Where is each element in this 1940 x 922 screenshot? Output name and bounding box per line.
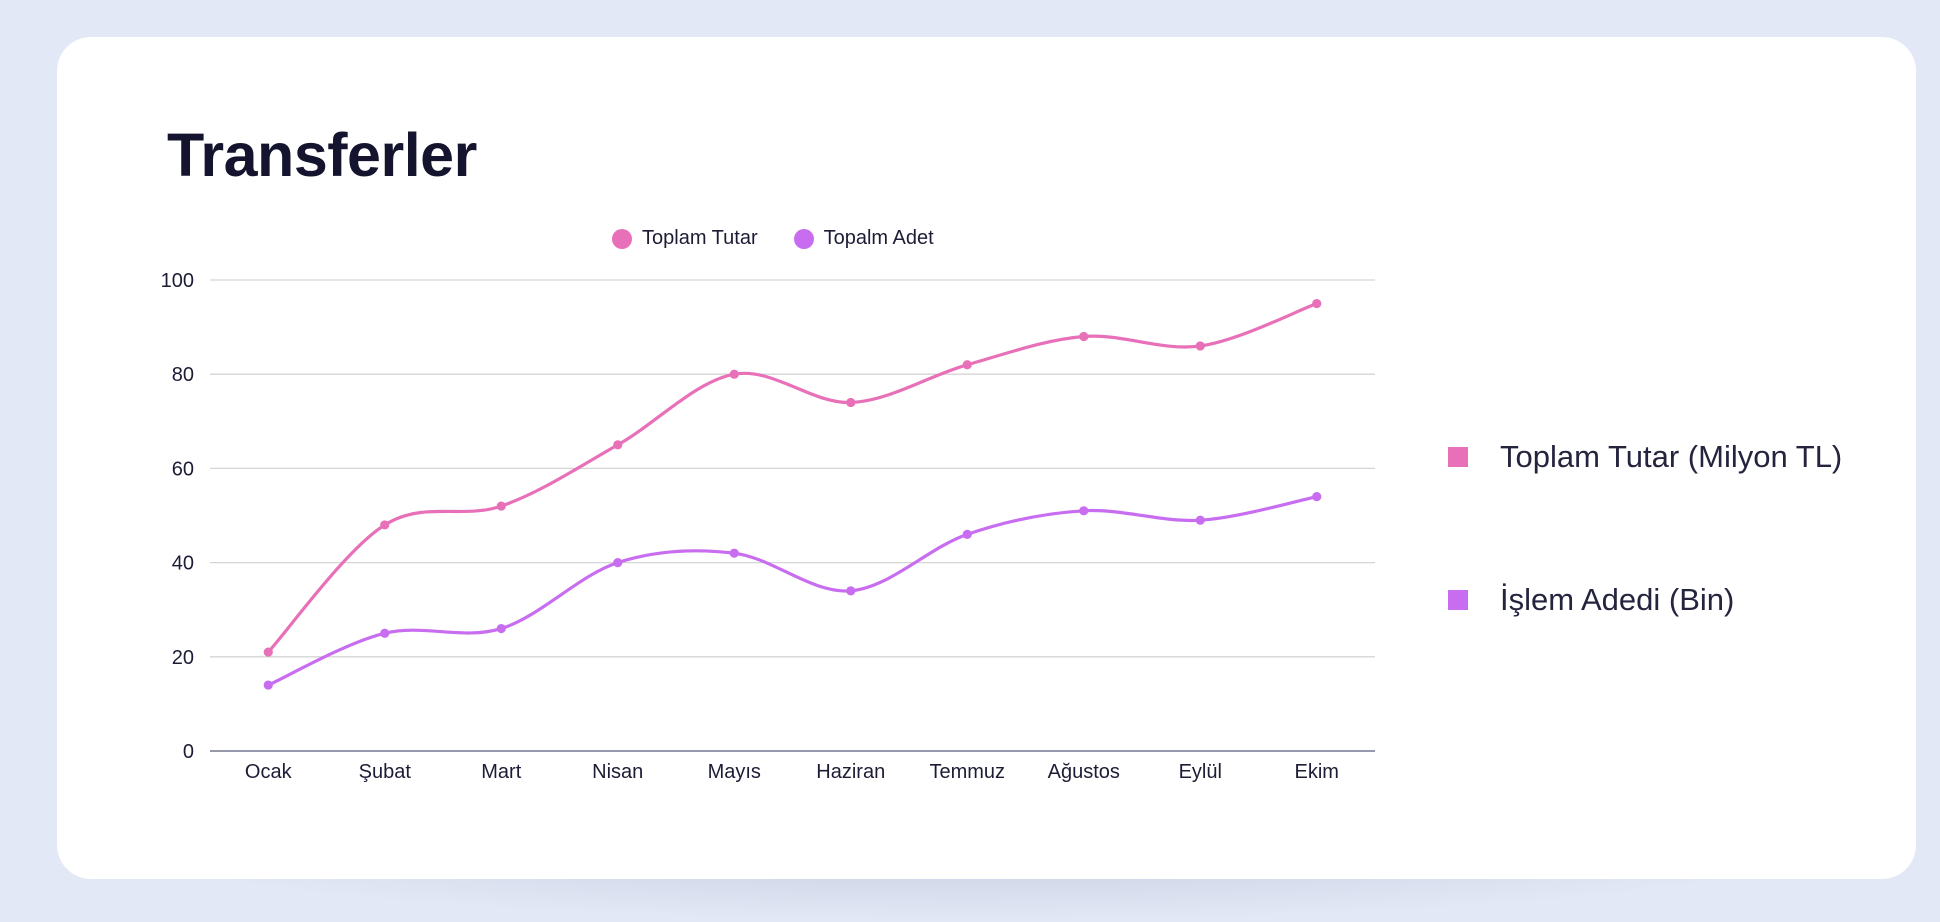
x-tick-label: Eylül: [1179, 761, 1222, 783]
data-point: [846, 397, 856, 408]
data-point: [1079, 331, 1089, 342]
x-tick-label: Ocak: [245, 761, 293, 783]
top-legend: Toplam Tutar Topalm Adet: [612, 227, 934, 250]
data-point: [729, 369, 739, 379]
chart-title: Transferler: [167, 121, 477, 189]
series-line-topalm-adet: [266, 495, 1319, 687]
legend-item-topalm-adet[interactable]: Topalm Adet: [793, 227, 934, 250]
data-point: [380, 628, 390, 638]
x-tick-label: Mayıs: [708, 761, 761, 783]
y-tick-label: 0: [183, 741, 194, 763]
x-tick-label: Ağustos: [1048, 761, 1120, 783]
x-tick-label: Ekim: [1295, 761, 1339, 783]
series-line-toplam-tutar: [266, 301, 1319, 654]
x-tick-label: Şubat: [359, 761, 412, 783]
legend-label: Toplam Tutar: [642, 227, 758, 249]
y-tick-label: 60: [172, 458, 194, 480]
side-legend-label: İşlem Adedi (Bin): [1500, 581, 1735, 617]
y-tick-label: 20: [172, 647, 194, 669]
legend-marker-purple: [793, 228, 814, 249]
side-legend-marker-purple: [1448, 589, 1468, 610]
data-point: [1312, 298, 1322, 309]
x-tick-label: Mart: [481, 761, 521, 783]
x-tick-label: Nisan: [592, 761, 643, 783]
data-point: [263, 680, 273, 690]
side-legend-item-islem-adedi: İşlem Adedi (Bin): [1448, 552, 1842, 647]
data-point: [1195, 341, 1205, 351]
y-tick-label: 40: [172, 553, 194, 575]
data-point: [496, 501, 506, 511]
side-legend-item-toplam-tutar: Toplam Tutar (Milyon TL): [1448, 409, 1842, 504]
legend-item-toplam-tutar[interactable]: Toplam Tutar: [612, 227, 758, 250]
data-point: [962, 529, 972, 539]
data-point: [1195, 515, 1205, 525]
y-tick-label: 80: [172, 364, 194, 386]
data-point: [1079, 506, 1089, 516]
data-point: [263, 647, 273, 657]
legend-marker-pink: [612, 228, 632, 249]
data-point: [962, 360, 972, 370]
y-tick-label: 100: [161, 270, 194, 292]
side-legend-label: Toplam Tutar (Milyon TL): [1500, 438, 1843, 474]
data-point: [1312, 492, 1322, 502]
x-tick-label: Temmuz: [929, 761, 1005, 783]
data-point: [729, 548, 739, 558]
data-point: [613, 440, 623, 450]
data-point: [380, 520, 390, 530]
side-legend: Toplam Tutar (Milyon TL) İşlem Adedi (Bi…: [1448, 439, 1842, 695]
x-tick-label: Haziran: [816, 761, 885, 783]
data-point: [846, 586, 856, 596]
legend-label: Topalm Adet: [823, 227, 934, 249]
data-point: [496, 623, 506, 634]
chart-card: Transferler Toplam Tutar Topalm Adet Top…: [57, 37, 1916, 879]
side-legend-marker-pink: [1448, 446, 1468, 467]
data-point: [613, 558, 623, 568]
